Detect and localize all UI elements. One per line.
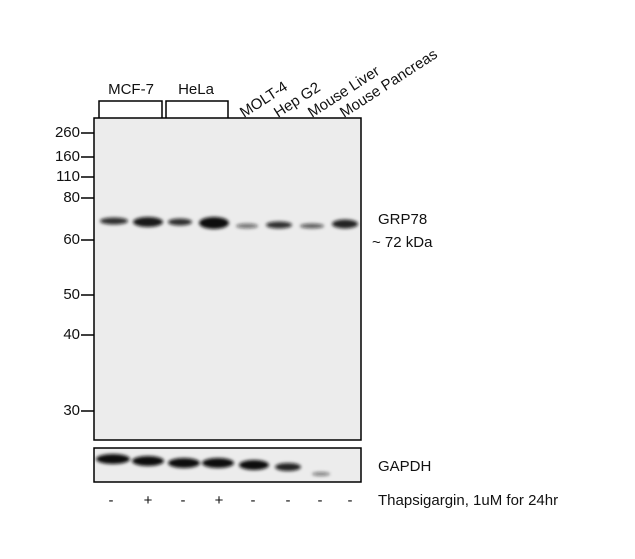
marker-label: 80 <box>63 189 80 206</box>
gapdh-bands <box>96 454 330 476</box>
target-size: ~ 72 kDa <box>372 234 433 251</box>
marker-label: 260 <box>55 124 80 141</box>
treatment-sign: - <box>286 492 291 509</box>
band <box>312 472 330 476</box>
band <box>100 217 128 225</box>
band <box>133 217 163 227</box>
band <box>202 458 234 468</box>
marker-label: 40 <box>63 326 80 343</box>
band <box>168 218 192 226</box>
band <box>239 460 269 470</box>
marker-label: 110 <box>56 168 80 185</box>
treatment-sign: - <box>109 492 114 509</box>
bracket <box>165 100 229 118</box>
marker-label: 50 <box>63 286 80 303</box>
grp78-bands <box>100 217 358 229</box>
group-label: HeLa <box>178 81 215 98</box>
bracket <box>98 100 163 118</box>
target-name: GRP78 <box>378 211 427 228</box>
group-brackets <box>98 100 229 118</box>
group-label: MCF-7 <box>108 81 154 98</box>
treatment-sign: - <box>348 492 353 509</box>
treatment-sign: - <box>318 492 323 509</box>
band <box>199 217 229 229</box>
band <box>300 223 324 229</box>
marker-label: 30 <box>63 402 80 419</box>
treatment-signs: - + - + - - - - <box>109 492 353 509</box>
treatment-sign: + <box>144 492 153 509</box>
band <box>332 219 358 229</box>
band <box>96 454 130 464</box>
band <box>275 463 301 471</box>
band <box>236 223 258 229</box>
band <box>168 458 200 468</box>
band <box>266 221 292 229</box>
treatment-label: Thapsigargin, 1uM for 24hr <box>378 492 558 509</box>
marker-label: 60 <box>63 231 80 248</box>
loading-control: GAPDH <box>378 458 431 475</box>
marker-label: 160 <box>55 148 80 165</box>
band <box>132 456 164 466</box>
treatment-sign: - <box>181 492 186 509</box>
blot-membrane <box>93 117 362 441</box>
treatment-sign: - <box>251 492 256 509</box>
marker-ladder: 260 160 110 80 60 50 40 30 <box>55 124 94 419</box>
treatment-sign: + <box>215 492 224 509</box>
